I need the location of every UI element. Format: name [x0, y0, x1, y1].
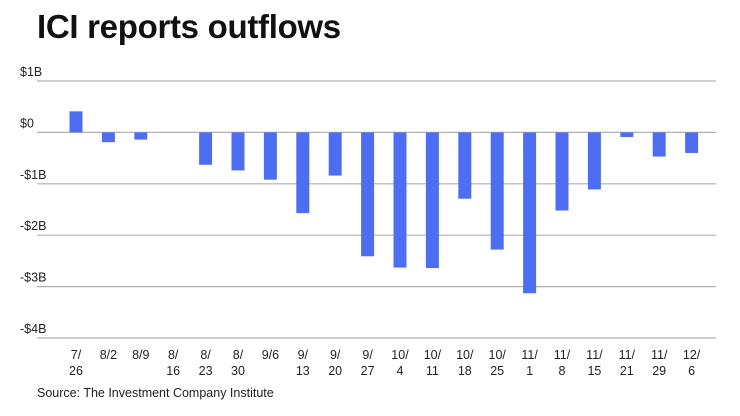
- source-note: Source: The Investment Company Institute: [37, 386, 274, 400]
- y-tick-label: -$3B: [20, 271, 46, 285]
- x-tick-label: 10/: [489, 348, 507, 362]
- x-tick-label: 8/: [168, 348, 179, 362]
- y-tick-label: $1B: [20, 65, 42, 79]
- x-tick-label: 9/: [362, 348, 373, 362]
- x-tick-label: 11: [426, 364, 439, 378]
- x-tick-label: 8/: [233, 348, 244, 362]
- x-tick-label: 8/2: [100, 348, 117, 362]
- bar: [652, 132, 666, 157]
- x-tick-label: 11/: [521, 348, 538, 362]
- bar: [685, 132, 699, 153]
- x-tick-label: 15: [587, 364, 601, 378]
- x-tick-label: 7/: [71, 348, 82, 362]
- x-tick-label: 8/9: [132, 348, 149, 362]
- bar: [231, 132, 245, 171]
- x-tick-label: 10/: [456, 348, 474, 362]
- x-tick-label: 6: [688, 364, 695, 378]
- x-tick-label: 12/: [683, 348, 701, 362]
- x-axis-ticks: 7/268/2 8/9 8/168/238/309/6 9/139/209/2710/…: [69, 348, 701, 378]
- x-tick-label: 30: [231, 364, 245, 378]
- bar: [555, 132, 569, 211]
- x-tick-label: 9/: [330, 348, 341, 362]
- x-tick-label: 4: [397, 364, 404, 378]
- x-tick-label: 1: [526, 364, 533, 378]
- bar: [69, 111, 83, 133]
- bar: [199, 132, 213, 165]
- bar: [587, 132, 601, 190]
- x-tick-label: 20: [328, 364, 342, 378]
- x-tick-label: 27: [361, 364, 375, 378]
- bar: [458, 132, 472, 199]
- bars: [69, 111, 699, 294]
- x-tick-label: 8: [559, 364, 566, 378]
- x-tick-label: 10/: [424, 348, 442, 362]
- bar: [361, 132, 375, 257]
- bar: [296, 132, 310, 214]
- x-tick-label: 11/: [554, 348, 571, 362]
- x-tick-label: 21: [620, 364, 634, 378]
- x-tick-label: 29: [652, 364, 666, 378]
- x-tick-label: 11/: [619, 348, 636, 362]
- bar: [101, 132, 115, 143]
- chart-title: ICI reports outflows: [37, 8, 341, 45]
- y-tick-label: -$2B: [20, 219, 46, 233]
- x-tick-label: 11/: [651, 348, 668, 362]
- bar: [134, 132, 148, 140]
- x-tick-label: 26: [69, 364, 83, 378]
- bar: [523, 132, 537, 294]
- x-tick-label: 9/: [298, 348, 309, 362]
- y-tick-label: $0: [20, 116, 34, 130]
- x-tick-label: 16: [166, 364, 180, 378]
- x-tick-label: 13: [296, 364, 310, 378]
- bar: [620, 132, 634, 138]
- y-tick-label: -$1B: [20, 168, 46, 182]
- x-tick-label: 23: [199, 364, 213, 378]
- x-tick-label: 18: [458, 364, 472, 378]
- x-tick-label: 8/: [200, 348, 211, 362]
- x-tick-label: 10/: [391, 348, 409, 362]
- x-tick-label: 25: [490, 364, 504, 378]
- y-tick-label: -$4B: [20, 322, 46, 336]
- bar: [328, 132, 342, 176]
- y-axis-ticks: $1B $0 -$1B -$2B -$3B -$4B: [20, 65, 46, 336]
- gridlines: [37, 80, 716, 339]
- bar: [393, 132, 407, 268]
- x-tick-label: 11/: [586, 348, 603, 362]
- bar: [263, 132, 277, 180]
- bar: [425, 132, 439, 269]
- bar: [490, 132, 504, 250]
- x-tick-label: 9/6: [262, 348, 279, 362]
